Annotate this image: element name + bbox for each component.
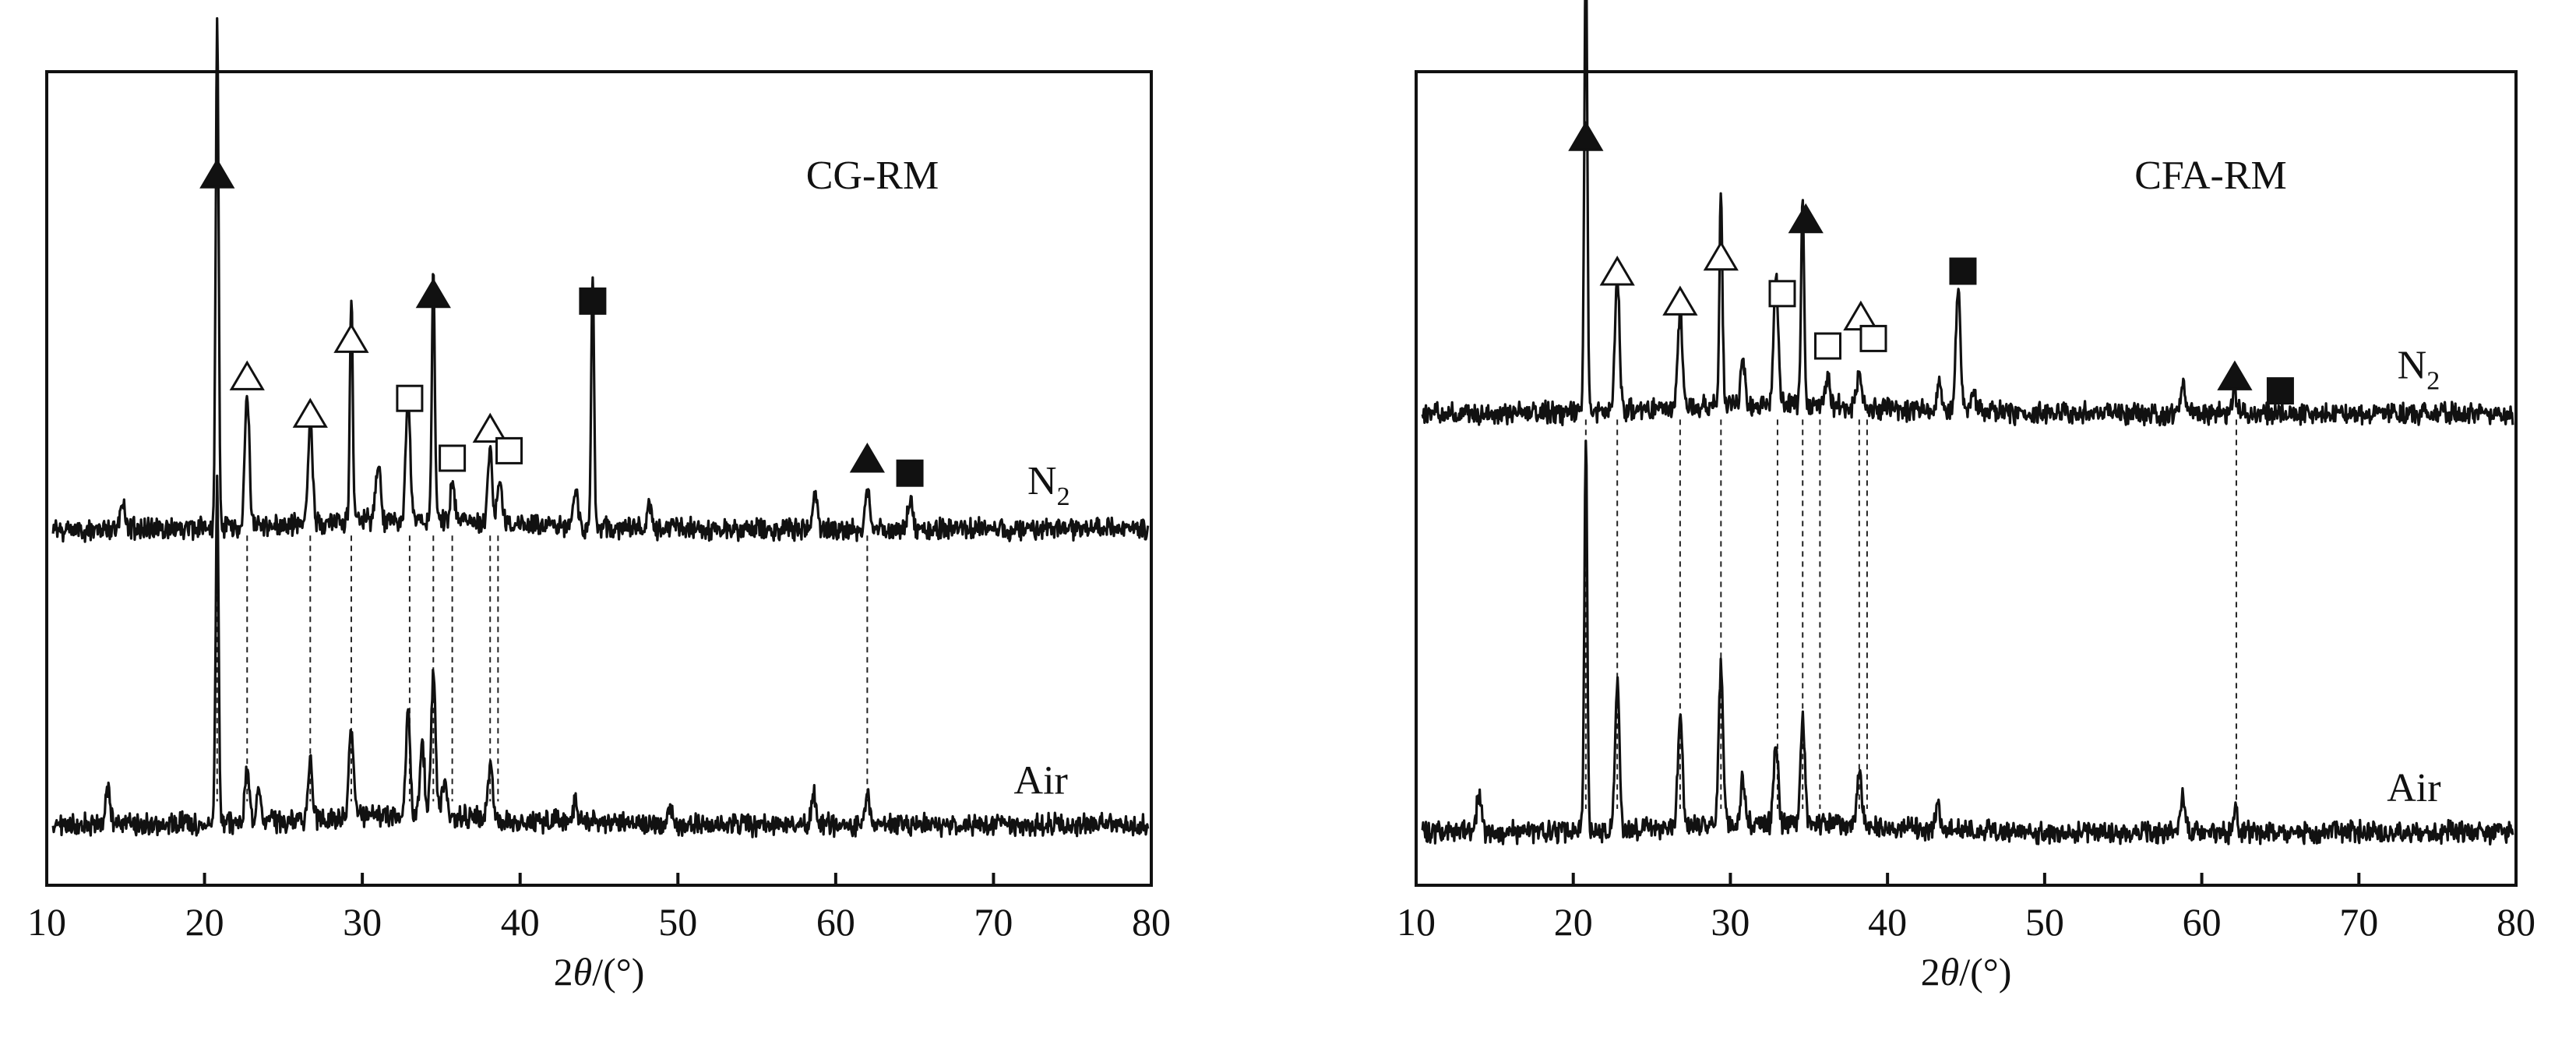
x-axis-label-prefix: 2	[554, 950, 573, 994]
xrd-trace-n2	[1421, 0, 2514, 427]
open-square-marker	[1813, 332, 1841, 360]
open-square-marker	[439, 444, 467, 472]
sample-title: CG-RM	[806, 154, 939, 198]
series-label-subscript: 2	[2426, 366, 2440, 395]
x-axis-label: 2θ/(°)	[554, 950, 645, 994]
plot-frame	[1415, 70, 2518, 887]
filled-triangle-marker	[415, 277, 451, 309]
x-tick-label: 70	[2339, 900, 2378, 944]
sample-title: CFA-RM	[2134, 154, 2287, 198]
filled-triangle-marker	[1568, 121, 1604, 151]
x-tick-label: 40	[501, 900, 540, 944]
x-tick-label: 40	[1868, 900, 1907, 944]
filled-triangle-marker	[1788, 203, 1824, 234]
x-tick-label: 30	[1711, 900, 1750, 944]
series-label-air: Air	[1014, 758, 1068, 803]
filled-triangle-marker	[849, 443, 885, 473]
x-tick-label: 80	[2497, 900, 2535, 944]
x-tick-label: 60	[2183, 900, 2222, 944]
x-axis-label-prefix: 2	[1921, 950, 1940, 994]
x-axis-label: 2θ/(°)	[1921, 950, 2012, 994]
x-tick-label: 80	[1132, 900, 1171, 944]
series-label-main: N	[1027, 459, 1057, 503]
series-label-subscript: 2	[1057, 482, 1070, 511]
series-label-main: N	[2398, 343, 2427, 387]
open-square-marker	[396, 384, 424, 412]
filled-triangle-marker	[2217, 360, 2253, 390]
xrd-trace-air	[1421, 440, 2514, 846]
x-axis-label-suffix: /(°)	[1959, 950, 2011, 994]
x-tick-label: 20	[1554, 900, 1593, 944]
filled-square-marker	[896, 459, 924, 487]
filled-square-marker	[2266, 377, 2294, 405]
x-tick-label: 50	[658, 900, 697, 944]
x-tick-label: 50	[2025, 900, 2064, 944]
open-triangle-marker	[292, 397, 328, 428]
open-square-marker	[495, 436, 523, 464]
x-tick-label: 20	[185, 900, 224, 944]
x-tick-label: 60	[816, 900, 855, 944]
xrd-trace-air	[51, 475, 1150, 838]
xrd-trace-n2	[51, 17, 1150, 543]
filled-square-marker	[579, 287, 607, 315]
open-triangle-marker	[472, 412, 508, 443]
open-triangle-marker	[333, 323, 369, 353]
x-axis-label-suffix: /(°)	[592, 950, 644, 994]
open-square-marker	[1768, 280, 1796, 308]
filled-square-marker	[1949, 257, 1977, 285]
series-label-main: Air	[1014, 758, 1068, 803]
x-tick-label: 30	[343, 900, 382, 944]
open-triangle-marker	[1599, 256, 1635, 286]
open-triangle-marker	[229, 360, 265, 390]
x-tick-label: 10	[27, 900, 66, 944]
x-axis-label-theta: θ	[573, 950, 593, 994]
plot-frame	[45, 70, 1153, 887]
open-square-marker	[1859, 324, 1887, 352]
series-label-n2: N2	[2398, 343, 2440, 395]
open-triangle-marker	[1703, 240, 1739, 271]
open-triangle-marker	[1662, 285, 1698, 316]
series-label-n2: N2	[1027, 459, 1070, 511]
series-label-main: Air	[2387, 766, 2440, 810]
x-axis-label-theta: θ	[1940, 950, 1960, 994]
series-label-air: Air	[2387, 766, 2440, 810]
filled-triangle-marker	[199, 158, 235, 189]
x-tick-label: 70	[974, 900, 1013, 944]
x-tick-label: 10	[1397, 900, 1436, 944]
